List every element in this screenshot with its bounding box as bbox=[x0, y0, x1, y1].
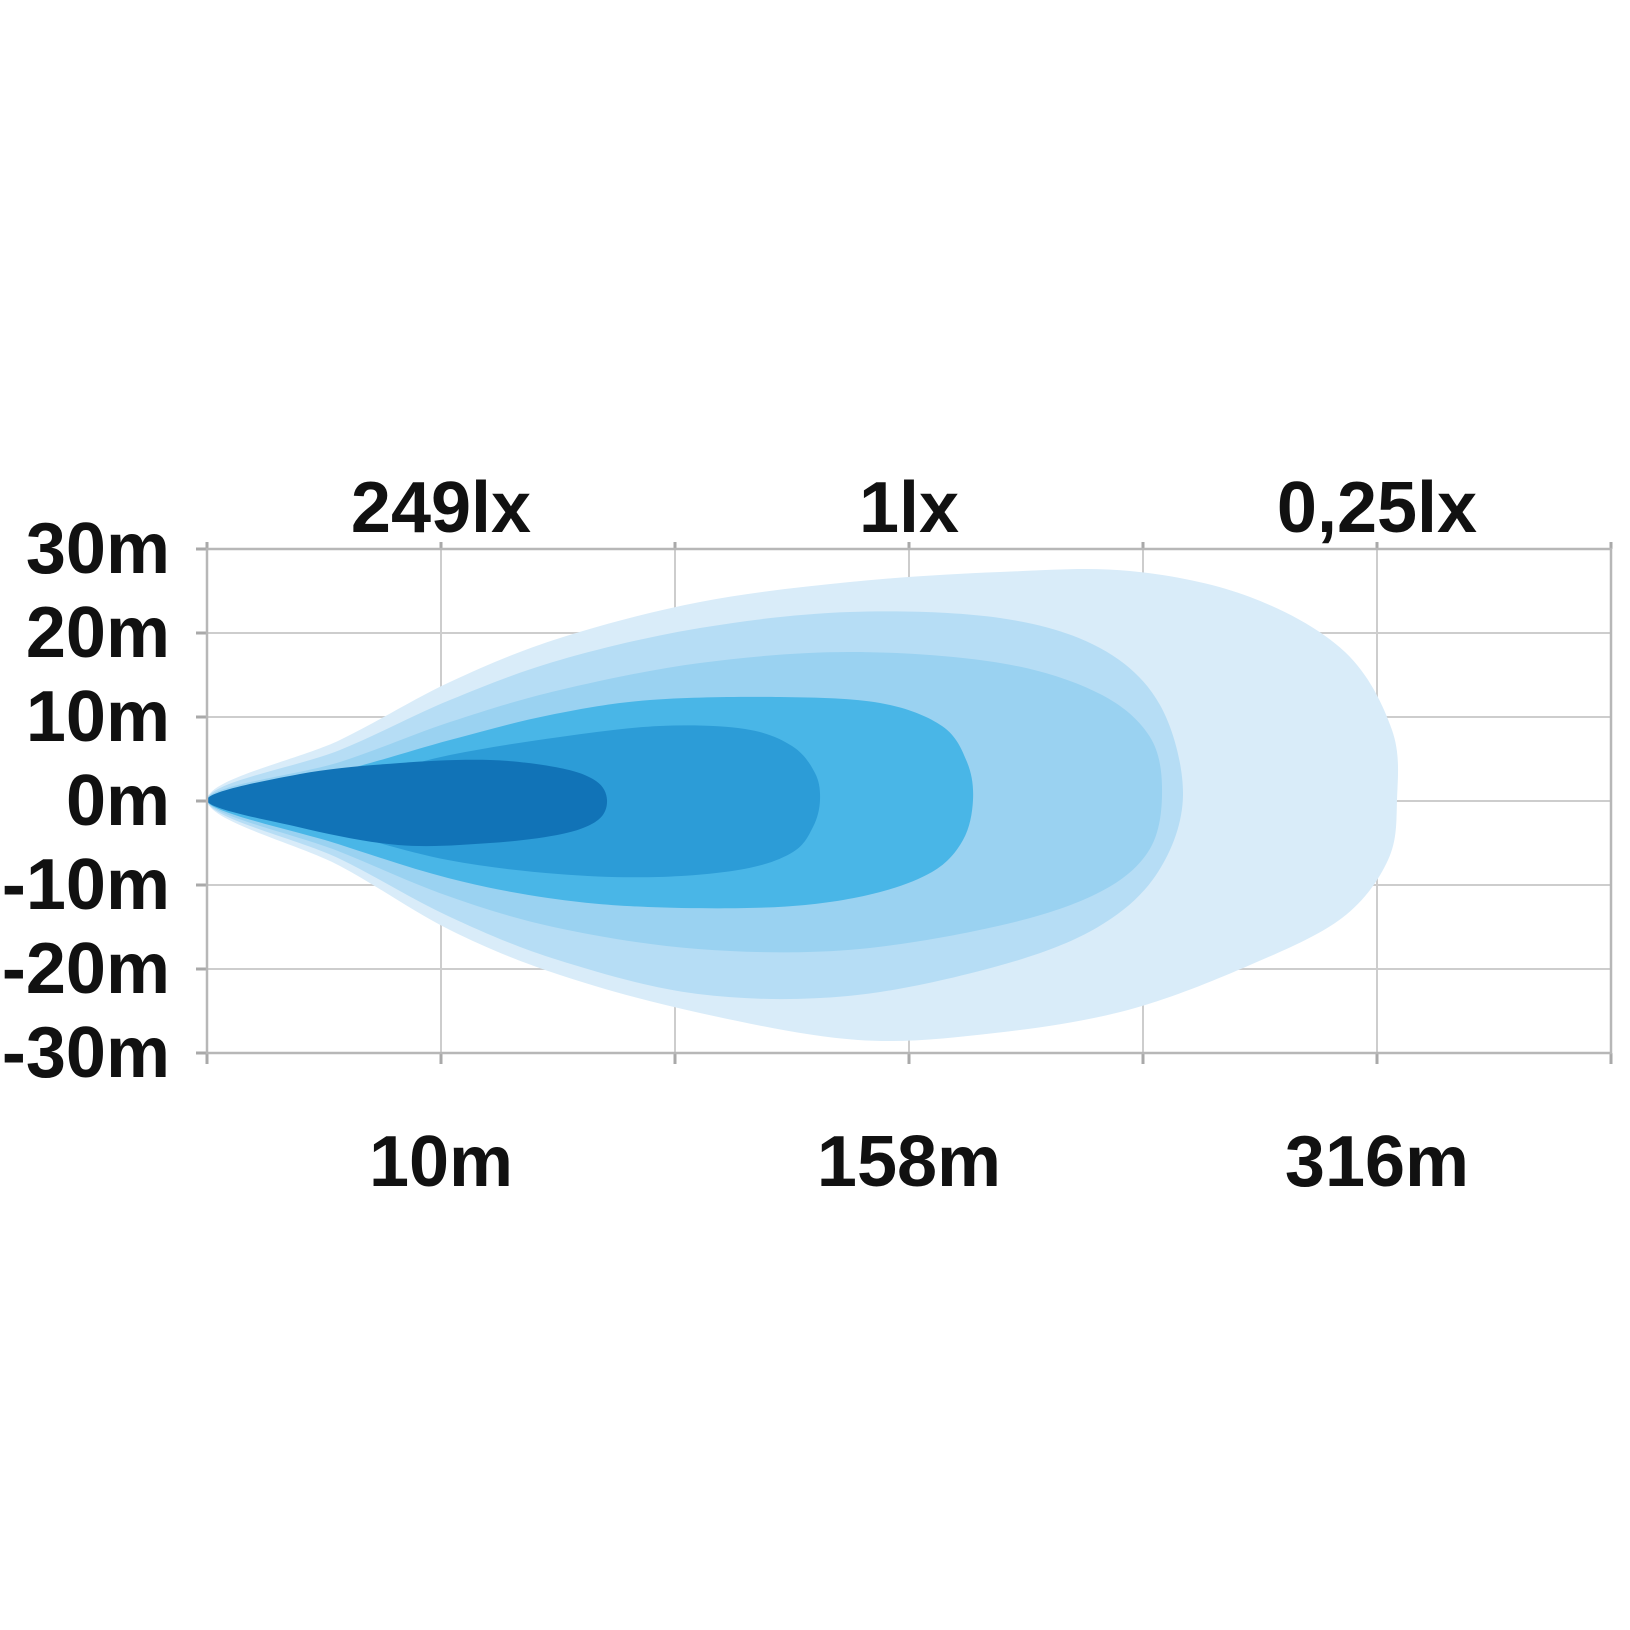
y-tick-label: 10m bbox=[25, 677, 170, 757]
y-tick-label: -20m bbox=[1, 929, 170, 1009]
beam-band-6 bbox=[206, 759, 608, 847]
y-tick-label: 30m bbox=[25, 509, 170, 589]
plot-border bbox=[205, 547, 1613, 1055]
y-tick-label: -30m bbox=[1, 1013, 170, 1093]
top-lux-label: 0,25lx bbox=[1276, 468, 1478, 548]
y-tick-label: -10m bbox=[1, 845, 170, 925]
y-tick-label: 0m bbox=[65, 761, 170, 841]
bottom-distance-label: 316m bbox=[1284, 1122, 1470, 1202]
top-lux-label: 1lx bbox=[858, 468, 960, 548]
bottom-distance-label: 10m bbox=[368, 1122, 514, 1202]
bottom-distance-label: 158m bbox=[816, 1122, 1002, 1202]
y-tick-label: 20m bbox=[25, 593, 170, 673]
top-lux-label: 249lx bbox=[350, 468, 532, 548]
